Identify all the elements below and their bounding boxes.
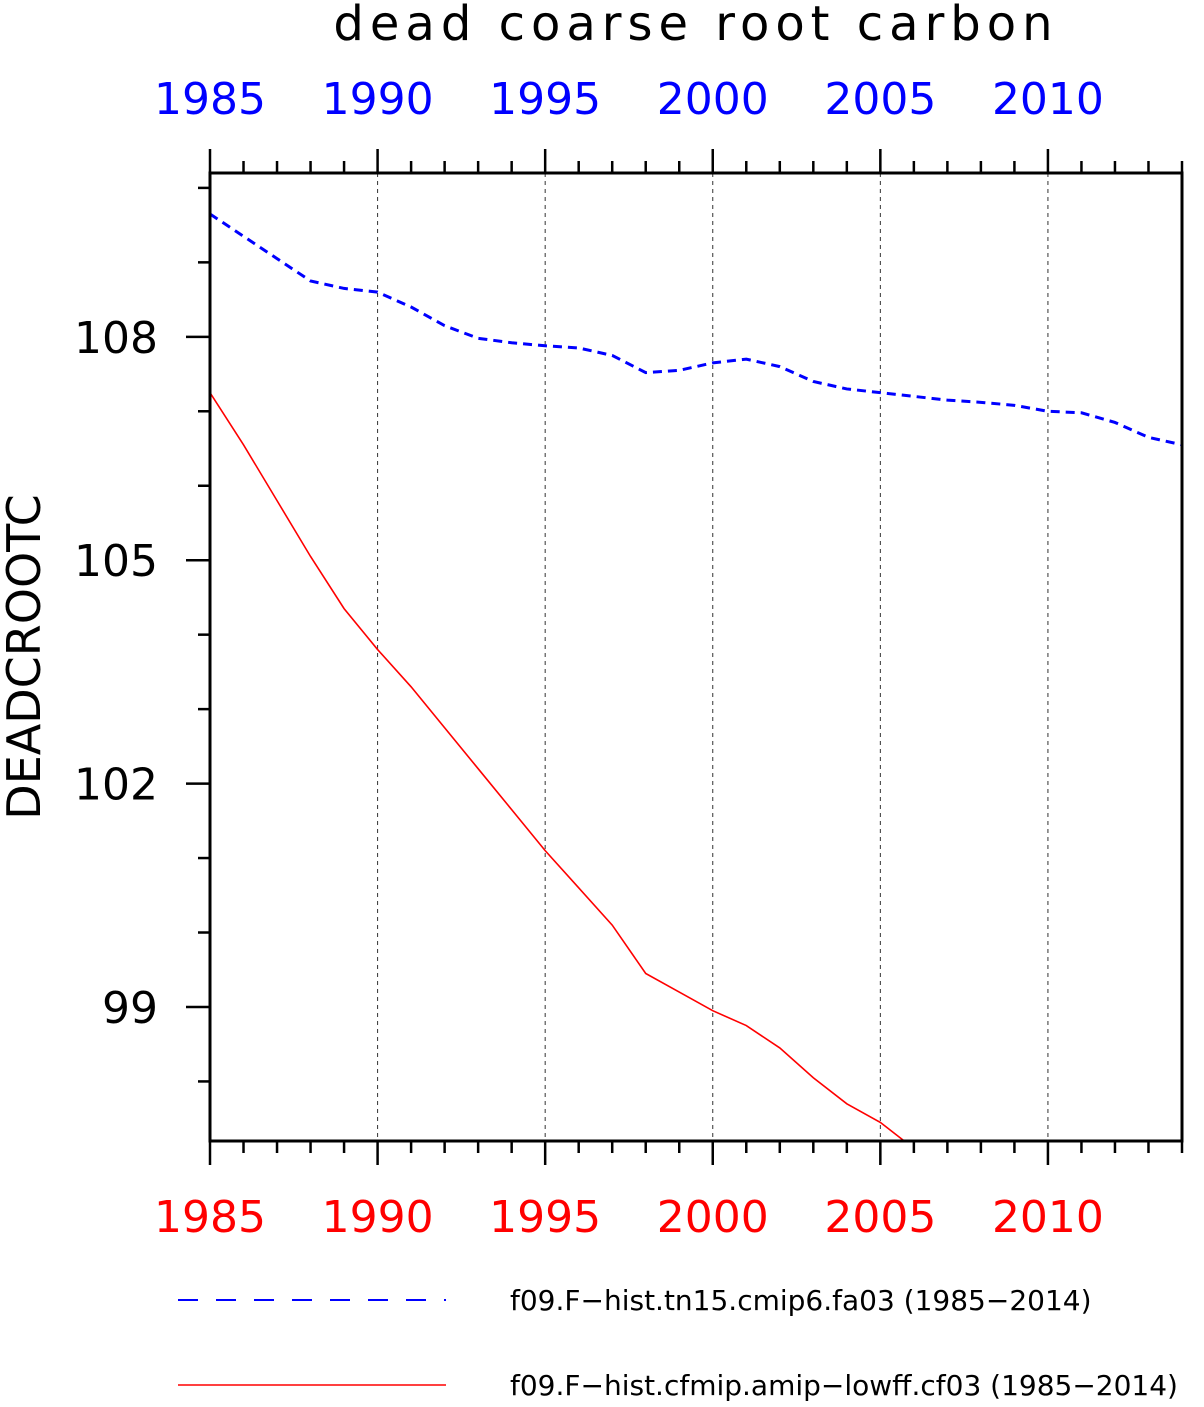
bottom-tick-label-1995: 1995 [489, 1192, 601, 1243]
top-tick-label-1995: 1995 [489, 74, 601, 125]
top-tick-label-2005: 2005 [824, 74, 936, 125]
top-tick-label-2000: 2000 [657, 74, 769, 125]
y-tick-label-99: 99 [102, 983, 158, 1034]
bottom-tick-label-2000: 2000 [657, 1192, 769, 1243]
legend-label-2: f09.F−hist.cfmip.amip−lowff.cf03 (1985−2… [510, 1369, 1178, 1402]
bottom-tick-label-1985: 1985 [154, 1192, 266, 1243]
bottom-tick-label-1990: 1990 [322, 1192, 434, 1243]
bottom-tick-label-2005: 2005 [824, 1192, 936, 1243]
axes: 1985 1985 1990 1990 1995 1995 2000 2000 2005 2005… [74, 74, 1184, 1243]
series-line-1 [210, 212, 1182, 447]
top-tick-label-2010: 2010 [992, 74, 1104, 125]
series-line-2 [210, 392, 906, 1141]
y-tick-label-105: 105 [74, 536, 158, 587]
top-tick-label-1985: 1985 [154, 74, 266, 125]
series-lines [210, 212, 1182, 1141]
legend-label-1: f09.F−hist.tn15.cmip6.fa03 (1985−2014) [510, 1284, 1092, 1317]
y-tick-label-102: 102 [74, 760, 158, 811]
bottom-tick-label-2010: 2010 [992, 1192, 1104, 1243]
plot-frame [208, 171, 1184, 1143]
chart-title: dead coarse root carbon [333, 0, 1058, 52]
legend: f09.F−hist.tn15.cmip6.fa03 (1985−2014) f0… [178, 1284, 1178, 1402]
y-tick-label-108: 108 [74, 313, 158, 364]
gridlines [377, 173, 1049, 1141]
top-tick-label-1990: 1990 [322, 74, 434, 125]
y-axis-label: DEADCROOTC [0, 494, 51, 819]
